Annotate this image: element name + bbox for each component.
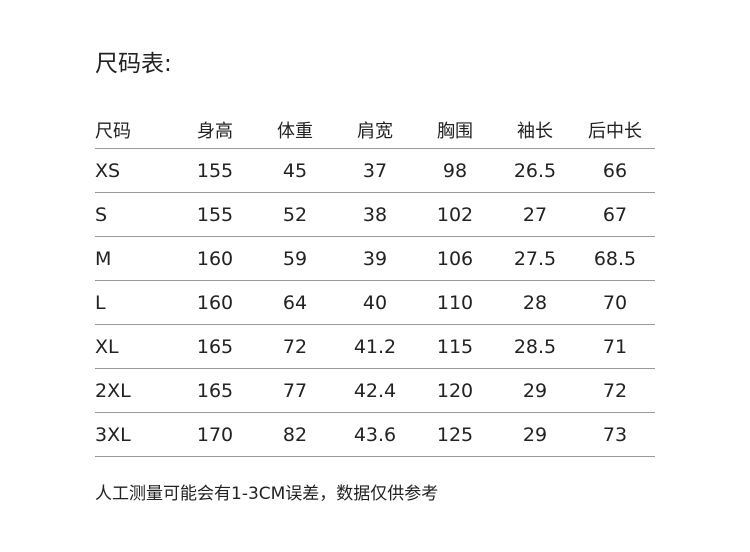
size-label-cell: XL (95, 324, 175, 369)
column-header: 袖长 (495, 112, 575, 149)
table-cell: 64 (255, 280, 335, 325)
page-title: 尺码表: (95, 51, 172, 77)
table-cell: 120 (415, 368, 495, 413)
column-header: 尺码 (95, 112, 175, 149)
size-label-cell: 2XL (95, 368, 175, 413)
table-cell: 102 (415, 192, 495, 237)
size-label-cell: 3XL (95, 412, 175, 457)
table-cell: 28.5 (495, 324, 575, 369)
table-cell: 39 (335, 236, 415, 281)
table-cell: 38 (335, 192, 415, 237)
table-row: 3XL 170 82 43.6 125 29 73 (95, 412, 655, 457)
table-cell: 106 (415, 236, 495, 281)
table-cell: 59 (255, 236, 335, 281)
table-cell: 155 (175, 192, 255, 237)
table-cell: 29 (495, 368, 575, 413)
table-cell: 71 (575, 324, 655, 369)
size-label-cell: XS (95, 148, 175, 193)
table-row: S 155 52 38 102 27 67 (95, 192, 655, 237)
table-row: 2XL 165 77 42.4 120 29 72 (95, 368, 655, 413)
table-cell: 155 (175, 148, 255, 193)
column-header: 肩宽 (335, 112, 415, 149)
table-cell: 160 (175, 280, 255, 325)
table-cell: 77 (255, 368, 335, 413)
table-cell: 73 (575, 412, 655, 457)
table-cell: 66 (575, 148, 655, 193)
column-header: 胸围 (415, 112, 495, 149)
size-label-cell: L (95, 280, 175, 325)
table-cell: 43.6 (335, 412, 415, 457)
table-cell: 70 (575, 280, 655, 325)
table-row: XL 165 72 41.2 115 28.5 71 (95, 324, 655, 369)
table-cell: 27.5 (495, 236, 575, 281)
column-header: 体重 (255, 112, 335, 149)
table-row: XS 155 45 37 98 26.5 66 (95, 148, 655, 193)
table-cell: 52 (255, 192, 335, 237)
measurement-note: 人工测量可能会有1-3CM误差，数据仅供参考 (95, 484, 439, 504)
table-cell: 26.5 (495, 148, 575, 193)
column-header: 后中长 (575, 112, 655, 149)
table-cell: 82 (255, 412, 335, 457)
table-row: L 160 64 40 110 28 70 (95, 280, 655, 325)
size-chart-table: 尺码 身高 体重 肩宽 胸围 袖长 后中长 XS 155 45 37 98 26.5 66 S 155 52 3… (95, 112, 655, 457)
table-header-row: 尺码 身高 体重 肩宽 胸围 袖长 后中长 (95, 112, 655, 149)
table-cell: 165 (175, 324, 255, 369)
table-cell: 170 (175, 412, 255, 457)
table-cell: 37 (335, 148, 415, 193)
table-cell: 115 (415, 324, 495, 369)
table-cell: 42.4 (335, 368, 415, 413)
table-cell: 40 (335, 280, 415, 325)
size-label-cell: S (95, 192, 175, 237)
table-cell: 67 (575, 192, 655, 237)
table-body: XS 155 45 37 98 26.5 66 S 155 52 38 102 27 67 M 160 59 39… (95, 148, 655, 457)
table-cell: 45 (255, 148, 335, 193)
table-cell: 28 (495, 280, 575, 325)
table-row: M 160 59 39 106 27.5 68.5 (95, 236, 655, 281)
table-cell: 160 (175, 236, 255, 281)
size-label-cell: M (95, 236, 175, 281)
table-cell: 41.2 (335, 324, 415, 369)
table-cell: 165 (175, 368, 255, 413)
table-cell: 27 (495, 192, 575, 237)
table-cell: 98 (415, 148, 495, 193)
table-cell: 68.5 (575, 236, 655, 281)
table-cell: 72 (575, 368, 655, 413)
column-header: 身高 (175, 112, 255, 149)
table-cell: 125 (415, 412, 495, 457)
table-cell: 72 (255, 324, 335, 369)
table-cell: 29 (495, 412, 575, 457)
table-cell: 110 (415, 280, 495, 325)
